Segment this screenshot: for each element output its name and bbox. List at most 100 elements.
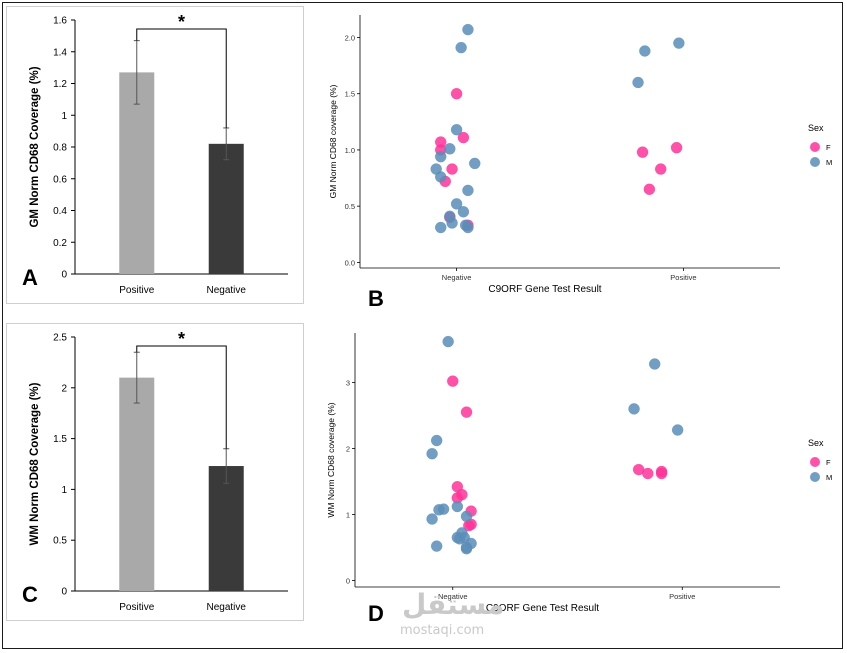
data-point-m [426, 447, 438, 460]
watermark-url: mostaqi.com [400, 623, 485, 638]
significance-star: * [178, 329, 185, 349]
data-point-m [462, 184, 474, 197]
y-tick-label: 0.4 [53, 206, 67, 217]
data-point-m [434, 221, 447, 234]
x-tick-label: Negative [442, 273, 472, 282]
x-tick-label: Negative [206, 285, 246, 296]
data-point-m [437, 503, 450, 515]
legend-label-f: F [826, 143, 831, 152]
y-tick-label: 1.0 [345, 146, 355, 155]
y-tick-label: 0 [346, 576, 350, 585]
data-point-m [434, 150, 447, 163]
data-point-m [465, 537, 477, 550]
y-tick-label: 1.5 [53, 434, 67, 445]
data-point-m [460, 510, 473, 523]
legend-swatch-m [810, 157, 820, 167]
data-point-m [446, 217, 458, 229]
data-point-m [444, 143, 456, 155]
data-point-f [450, 87, 463, 100]
y-axis-title: WM Norm CD68 Coverage (%) [29, 382, 41, 545]
significance-bracket [136, 345, 227, 449]
y-tick-label: 1.2 [53, 79, 67, 90]
data-point-f [456, 488, 468, 501]
data-point-m [673, 37, 685, 49]
data-point-m [450, 198, 463, 210]
x-tick-label: Positive [670, 273, 696, 282]
watermark-logo: مستقل [402, 588, 505, 621]
y-tick-label: 0 [61, 587, 67, 598]
x-tick-label: Negative [438, 592, 468, 601]
y-tick-label: 1.6 [53, 16, 67, 27]
data-point-m [426, 513, 438, 525]
legend-label-m: M [826, 473, 832, 482]
y-tick-label: 1 [61, 111, 67, 122]
x-tick-label: Positive [119, 602, 154, 613]
panel-label-a: A [22, 265, 38, 290]
legend-swatch-f [810, 142, 820, 152]
bar-positive [119, 72, 155, 274]
data-point-m [430, 434, 443, 447]
data-point-m [451, 500, 464, 513]
y-tick-label: 0.6 [53, 174, 67, 185]
data-point-m [462, 221, 474, 234]
data-point-f [457, 131, 470, 144]
data-point-m [450, 123, 463, 136]
y-axis-title: WM Norm CD68 coverage (%) [326, 402, 336, 517]
legend-swatch-m [810, 472, 820, 482]
panel-a-box [6, 6, 304, 304]
bar-positive [119, 377, 155, 591]
legend-label-m: M [826, 158, 832, 167]
y-tick-label: 1 [346, 510, 350, 519]
x-tick-label: Positive [669, 592, 695, 601]
data-point-m [442, 335, 454, 348]
significance-bracket [136, 28, 227, 128]
data-point-f [636, 146, 649, 158]
data-point-m [639, 45, 651, 57]
panel-label-c: C [22, 582, 38, 607]
y-tick-label: 0.0 [345, 258, 355, 267]
y-axis-title: GM Norm CD68 coverage (%) [328, 84, 338, 198]
y-tick-label: 2 [61, 383, 67, 394]
data-point-f [655, 467, 668, 480]
bar-negative [208, 466, 244, 591]
legend-label-f: F [826, 458, 831, 467]
legend-title: Sex [808, 123, 824, 133]
x-axis-title: C9ORF Gene Test Result [488, 284, 601, 295]
data-point-m [628, 403, 640, 415]
x-axis-title: C9ORF Gene Test Result [486, 603, 599, 614]
y-tick-label: 0.5 [345, 202, 355, 211]
y-tick-label: 2 [346, 444, 350, 453]
y-tick-label: 1 [61, 485, 67, 496]
y-tick-label: 2.5 [53, 333, 67, 344]
y-tick-label: 0.5 [53, 536, 67, 547]
bar-negative [208, 143, 244, 274]
significance-star: * [178, 12, 185, 32]
data-point-f [460, 406, 473, 418]
panel-c-box [6, 323, 304, 621]
y-tick-label: 1.5 [345, 90, 355, 99]
data-point-m [648, 358, 661, 370]
data-point-m [434, 171, 447, 183]
data-point-m [468, 157, 481, 170]
legend-title: Sex [808, 438, 824, 448]
y-axis-title: GM Norm CD68 Coverage (%) [29, 66, 41, 227]
y-tick-label: 0.2 [53, 238, 67, 249]
data-point-m [462, 23, 474, 36]
y-tick-label: 3 [346, 378, 350, 387]
data-point-m [632, 76, 644, 89]
data-point-f [446, 163, 458, 175]
data-point-f [643, 183, 656, 196]
x-tick-label: Negative [206, 602, 246, 613]
data-point-m [457, 206, 470, 218]
data-point-f [670, 141, 683, 154]
data-point-f [642, 467, 654, 480]
y-tick-label: 1.4 [53, 47, 67, 58]
legend-swatch-f [810, 457, 820, 467]
data-point-m [430, 540, 443, 552]
data-point-f [654, 163, 667, 175]
data-point-f [447, 375, 459, 387]
y-tick-label: 2.0 [345, 33, 355, 42]
